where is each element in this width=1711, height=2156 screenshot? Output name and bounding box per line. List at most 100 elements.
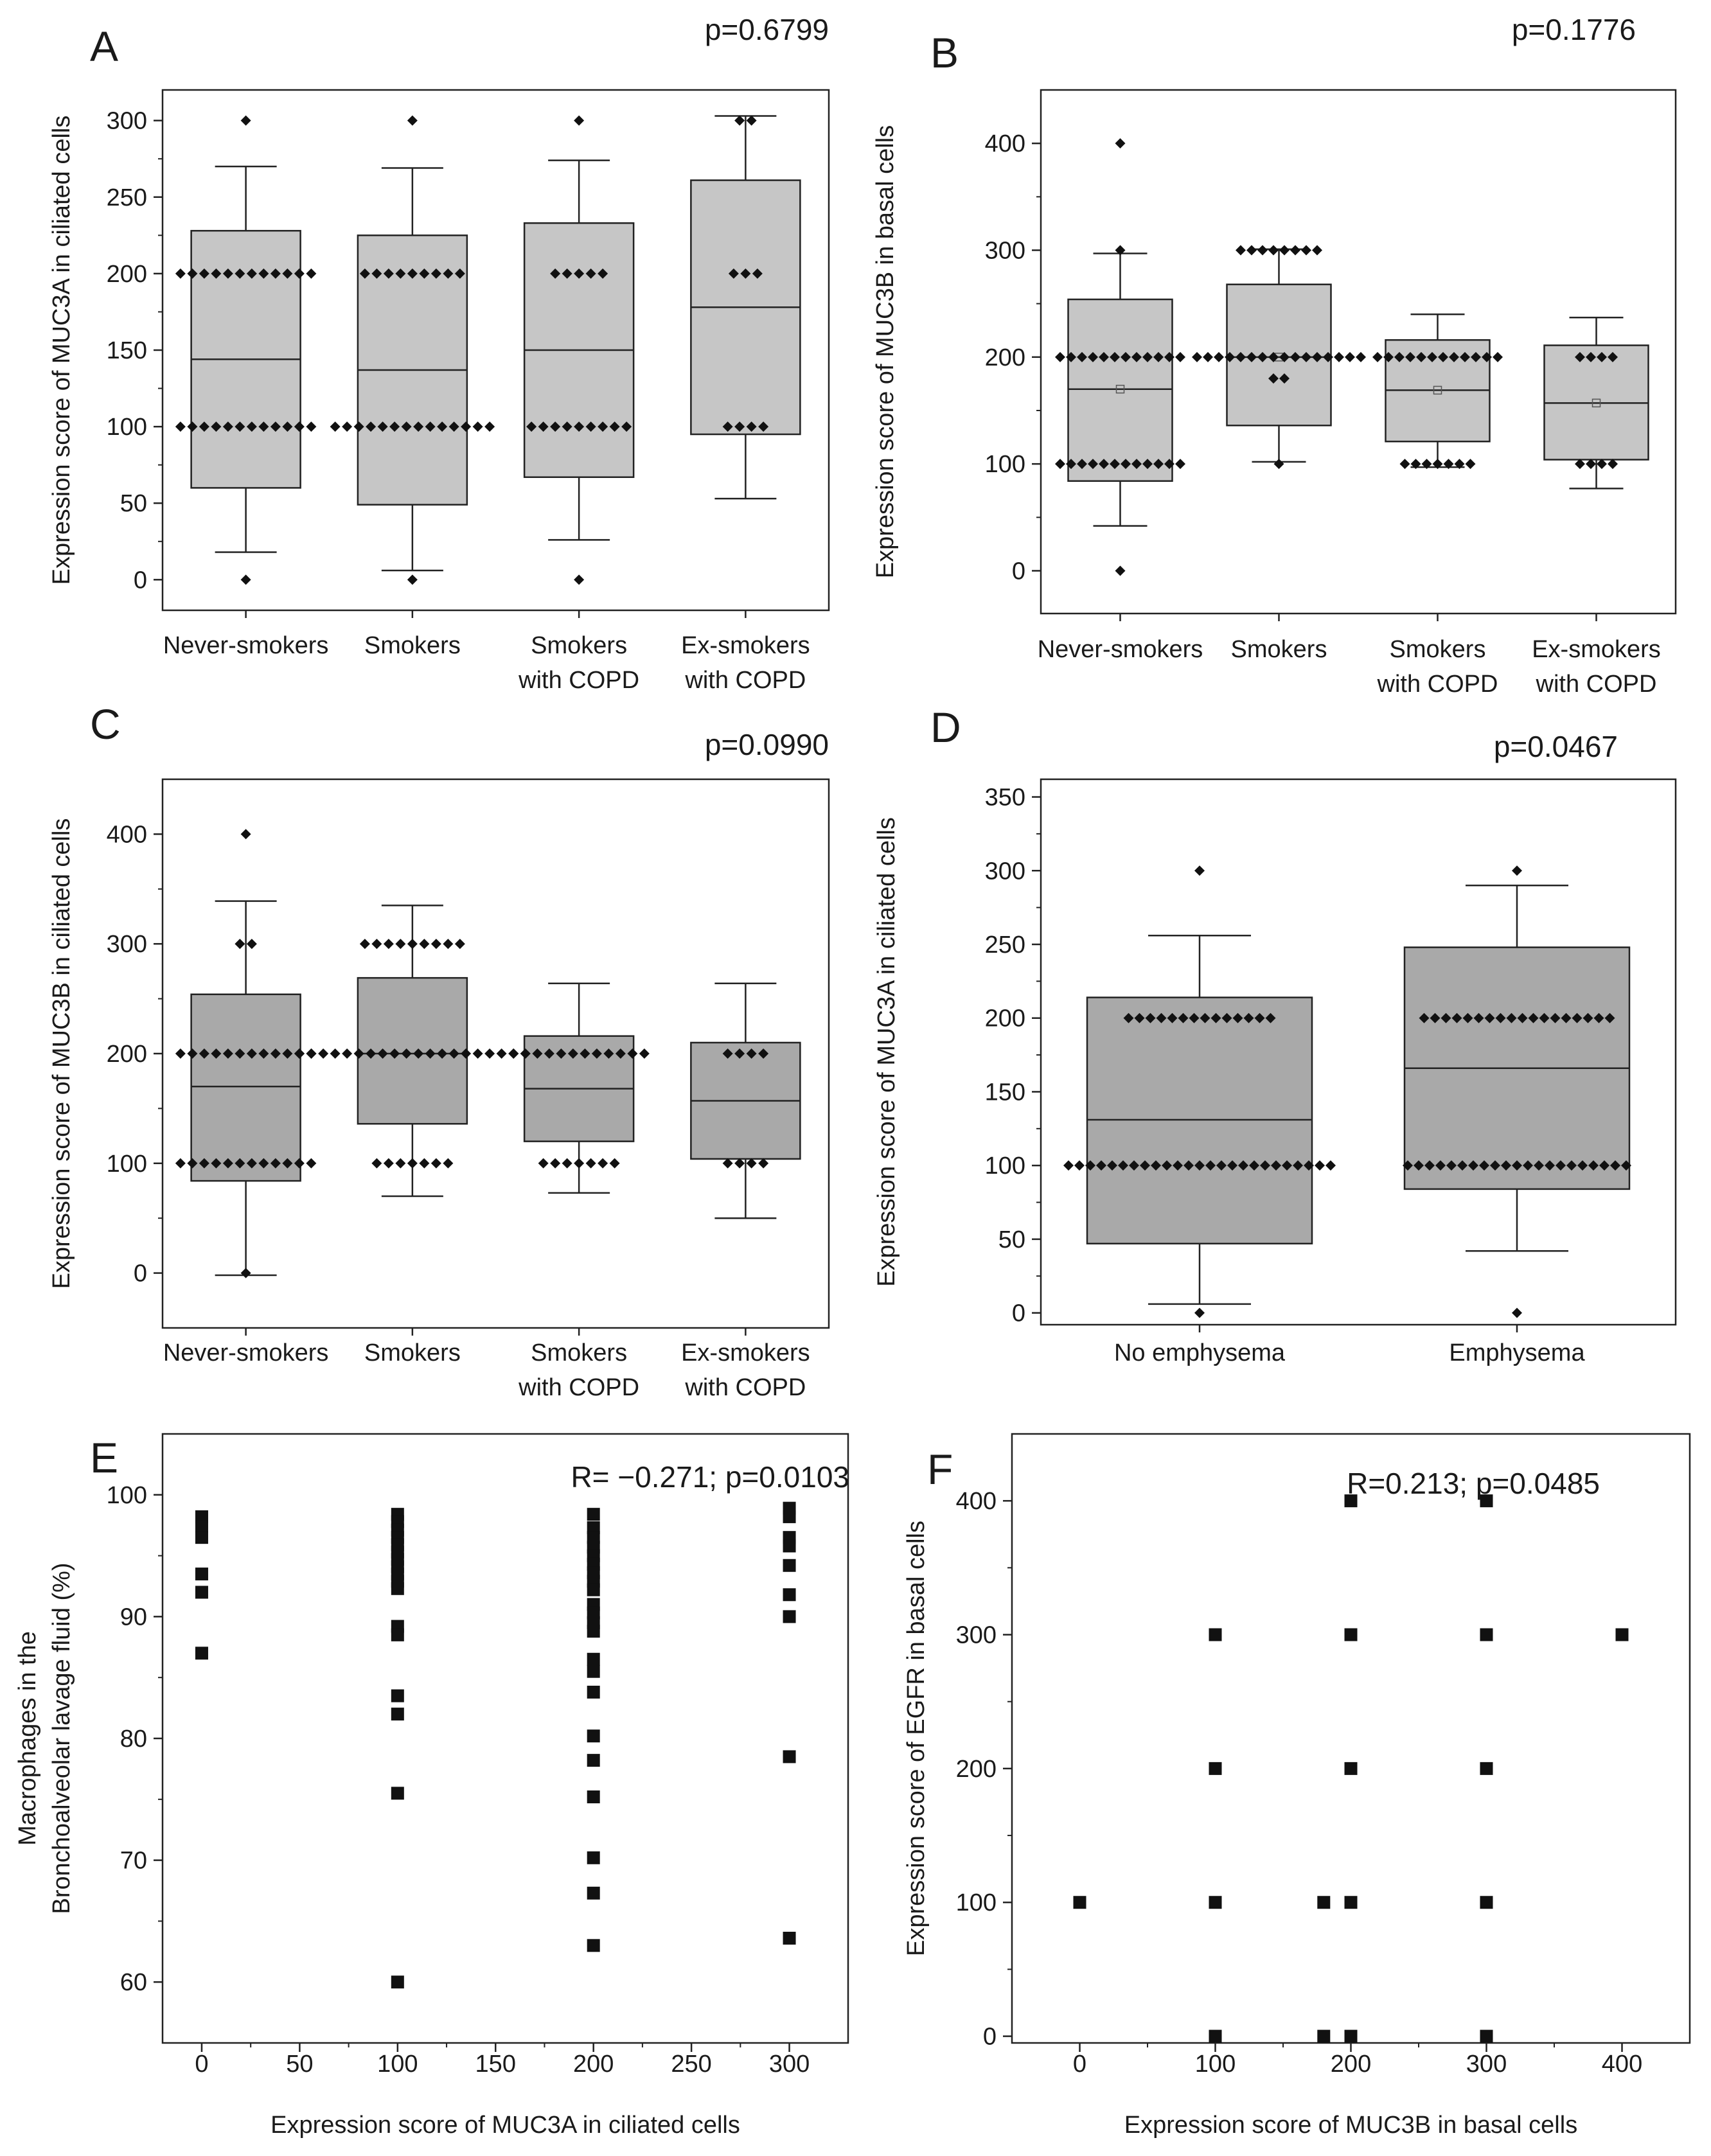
data-point — [562, 1158, 572, 1169]
data-point — [1131, 459, 1142, 470]
data-point — [1430, 1012, 1441, 1023]
data-point — [1107, 1160, 1117, 1171]
data-point — [1597, 459, 1607, 470]
data-point — [1312, 245, 1322, 256]
y-tick-label: 200 — [107, 1041, 147, 1068]
data-point — [377, 421, 388, 432]
data-point — [211, 1048, 222, 1059]
data-point — [639, 1048, 650, 1059]
plot-frame — [1011, 1433, 1691, 2044]
data-point — [1200, 1012, 1210, 1023]
data-point — [1441, 1012, 1451, 1023]
data-point — [1528, 1012, 1539, 1023]
data-point — [187, 268, 198, 279]
data-point — [598, 1158, 608, 1169]
data-point — [1468, 1160, 1478, 1171]
data-point — [1421, 459, 1432, 470]
data-point — [1209, 2029, 1222, 2043]
data-point — [1074, 1160, 1085, 1171]
data-point — [371, 268, 382, 279]
data-point — [430, 939, 441, 950]
data-point — [587, 1625, 600, 1638]
data-point — [587, 1939, 600, 1952]
y-tick-label: 300 — [956, 1622, 997, 1649]
data-point — [306, 268, 317, 279]
data-point — [1462, 1012, 1473, 1023]
y-tick-label: 300 — [107, 931, 147, 958]
data-point — [1210, 1012, 1221, 1023]
y-tick-label: 100 — [107, 1151, 147, 1178]
y-axis-label: Expression score of MUC3A in ciliated ce… — [873, 817, 900, 1287]
data-point — [1344, 1494, 1358, 1508]
data-point — [1151, 1160, 1161, 1171]
data-point — [783, 1931, 796, 1945]
data-point — [587, 1790, 600, 1804]
y-tick-label: 100 — [107, 1482, 147, 1509]
data-point — [195, 1531, 208, 1544]
data-point — [187, 1158, 198, 1169]
data-point — [1282, 1160, 1292, 1171]
data-point — [1077, 351, 1087, 362]
iqr-box — [1067, 298, 1173, 482]
mean-marker — [1433, 385, 1442, 395]
data-point — [1249, 1160, 1259, 1171]
x-tick-label: 0 — [195, 2051, 208, 2078]
data-point — [1517, 1012, 1528, 1023]
data-point — [401, 1048, 412, 1059]
data-point — [383, 939, 394, 950]
data-point — [472, 421, 483, 432]
data-point — [1344, 2029, 1358, 2043]
x-tick-label: 200 — [1331, 2051, 1371, 2078]
data-point — [585, 1158, 596, 1169]
y-axis-label: Bronchoalveolar lavage fluid (%) — [48, 1562, 75, 1914]
x-tick-label: 300 — [1466, 2051, 1507, 2078]
data-point — [722, 1048, 733, 1059]
data-point — [353, 421, 364, 432]
y-tick-label: 300 — [985, 858, 1025, 885]
data-point — [1345, 351, 1355, 362]
y-tick-label: 0 — [134, 567, 147, 594]
data-point — [430, 268, 441, 279]
data-point — [395, 939, 406, 950]
iqr-box — [190, 993, 301, 1182]
x-tick-label: 200 — [573, 2051, 614, 2078]
stat-annotation: p=0.6799 — [705, 13, 829, 46]
data-point — [413, 1048, 424, 1059]
data-point — [1534, 1160, 1544, 1171]
data-point — [437, 421, 448, 432]
data-point — [1301, 245, 1311, 256]
data-point — [1225, 351, 1235, 362]
data-point — [1399, 459, 1410, 470]
data-point — [746, 421, 757, 432]
data-point — [1394, 351, 1405, 362]
data-point — [587, 1729, 600, 1743]
category-label: Never-smokers — [163, 632, 329, 659]
data-point — [258, 421, 269, 432]
data-point — [1599, 1160, 1609, 1171]
y-tick-label: 400 — [107, 821, 147, 848]
x-tick-label: 150 — [475, 2051, 516, 2078]
data-point — [306, 1048, 317, 1059]
data-point — [587, 1754, 600, 1767]
data-point — [603, 1048, 614, 1059]
data-point — [1556, 1160, 1566, 1171]
data-point — [1099, 459, 1109, 470]
data-point — [407, 939, 418, 950]
data-point — [1460, 351, 1470, 362]
data-point — [734, 115, 745, 126]
data-point — [359, 268, 370, 279]
mean-marker — [1591, 398, 1601, 408]
data-point — [195, 1510, 208, 1523]
data-point — [258, 268, 269, 279]
data-point — [199, 421, 209, 432]
data-point — [1121, 459, 1131, 470]
data-point — [1615, 1628, 1629, 1641]
data-point — [538, 421, 549, 432]
data-point — [734, 421, 745, 432]
data-point — [627, 1048, 638, 1059]
data-point — [532, 1048, 543, 1059]
data-point — [587, 1508, 600, 1521]
data-point — [574, 574, 585, 585]
data-point — [419, 939, 430, 950]
data-point — [1545, 1160, 1555, 1171]
